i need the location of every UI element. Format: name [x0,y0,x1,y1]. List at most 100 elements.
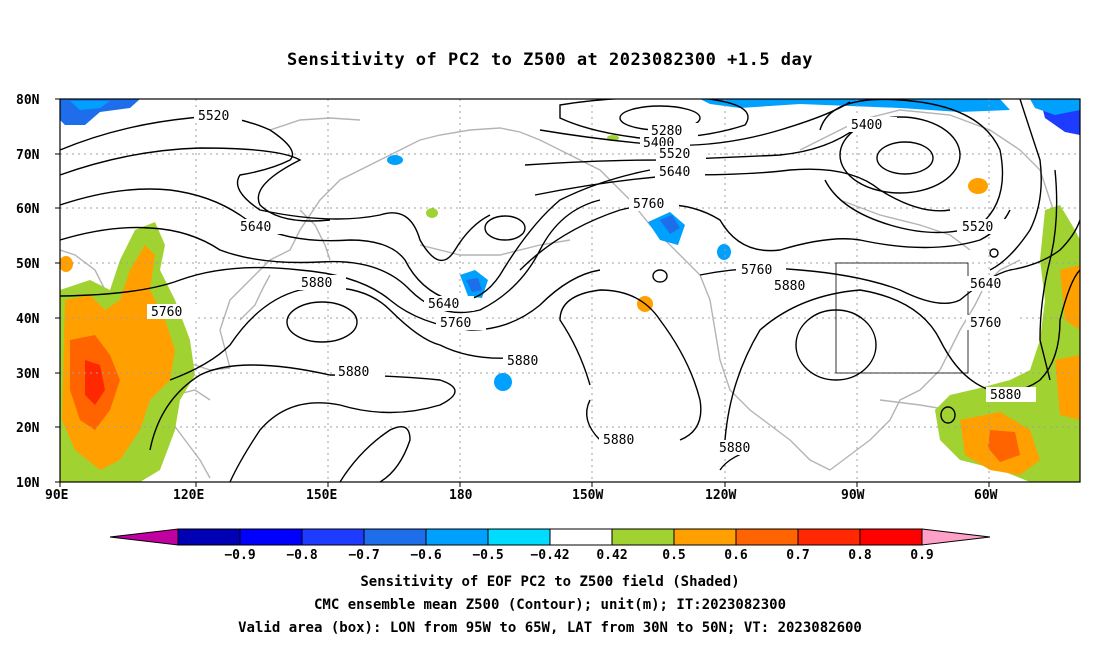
map-frame [59,98,1081,483]
contour-5640-b [60,169,651,302]
caption-line-3: Valid area (box): LON from 95W to 65W, L… [238,620,862,636]
contour-label: 5760 [436,315,486,331]
hudson-bay [839,199,971,251]
svg-text:5520: 5520 [198,109,229,124]
svg-text:5880: 5880 [301,276,332,291]
contour-5760-mid [519,203,1011,271]
map-background [60,99,1080,482]
map-title: Sensitivity of PC2 to Z500 at 2023082300… [286,50,813,70]
colorbar-label: −0.7 [348,548,379,563]
contour-label-group: 5520 5640 5760 5880 5880 5280 5400 5520 … [147,108,1036,456]
arctic-coast [359,127,561,171]
svg-text:5760: 5760 [741,263,772,278]
contour-label: 5760 [147,304,197,320]
contour-label: 5880 [599,432,649,448]
svg-text:5520: 5520 [659,147,690,162]
lat-label: 50N [16,257,40,272]
svg-text:5880: 5880 [719,441,750,456]
shade-arctic-lightblue [70,101,110,110]
lon-label: 180 [449,488,473,503]
svg-text:5880: 5880 [603,433,634,448]
contour-small-ne [989,248,999,258]
contour-label: 5880 [335,364,385,380]
contour-5760-a [60,199,601,314]
svg-text:5880: 5880 [990,388,1021,403]
colorbar-label: −0.5 [472,548,503,563]
colorbar-label: 0.42 [596,548,627,563]
contour-label: 5880 [296,275,346,291]
contour-small-pacific [652,269,668,283]
tick-marks [55,98,990,487]
coastlines [60,109,1061,479]
caption-line-1: Sensitivity of EOF PC2 to Z500 field (Sh… [360,574,740,590]
shade-spot-6 [968,178,988,194]
z500-contours [60,99,1080,482]
lat-label: 20N [16,421,40,436]
lat-label: 80N [16,93,40,108]
colorbar-box [487,528,551,546]
contour-label: 5760 [629,196,679,212]
colorbar-label: 0.8 [848,548,872,563]
svg-text:5760: 5760 [151,305,182,320]
shade-atlantic-orange-2 [1055,355,1080,420]
shade-dateline-blue-core [466,278,482,292]
contour-label: 5400 [847,117,897,133]
shade-spot-4 [387,155,403,165]
colorbar-box [735,528,799,546]
lat-label: 10N [16,476,40,491]
lon-label: 60W [974,488,998,503]
colorbar-label: −0.6 [410,548,441,563]
north-america-west-coast [559,149,831,471]
lat-label: 70N [16,148,40,163]
lat-label: 60N [16,202,40,217]
contour-low-dateline [484,215,526,241]
shade-spot-3 [494,373,512,391]
shade-asia-red [85,360,105,405]
colorbar-box [425,528,489,546]
lon-label: 150W [572,488,603,503]
contour-5520-mid [524,124,861,166]
colorbar-box [859,528,923,546]
contour-5880-east [724,269,1080,441]
colorbar-box [611,528,675,546]
contour-5640-a [60,147,331,222]
contour-5640-mid [534,168,951,212]
colorbar-box [239,528,303,546]
asia-coast-2 [219,169,361,369]
svg-text:5880: 5880 [507,354,538,369]
contour-5760-east [699,219,1080,305]
contour-low-ne-mid [839,116,961,194]
contour-label: 5520 [194,108,242,124]
contour-low-ne-inner [876,141,934,175]
contour-5880-mid [559,289,702,441]
shade-spot-7 [426,208,438,218]
contour-5640-east [989,99,1042,271]
lat-label: 30N [16,367,40,382]
shade-caribbean-dark [988,430,1020,462]
shade-northeast-light [1030,99,1080,115]
colorbar-box [673,528,737,546]
lat-label: 40N [16,312,40,327]
svg-text:5640: 5640 [659,165,690,180]
colorbar-box [797,528,861,546]
contour-label: 5520 [656,146,706,162]
contour-label: 5760 [736,262,786,278]
colorbar-box [549,528,613,546]
contour-5760-east-b [1039,169,1058,381]
lon-label: 90W [841,488,865,503]
contour-label: 5880 [503,353,553,369]
svg-text:5760: 5760 [440,316,471,331]
contour-5400-b [539,101,851,147]
colorbar-label: 0.7 [786,548,809,563]
svg-text:5760: 5760 [970,316,1001,331]
japan [239,274,271,321]
longitude-labels: 90E 120E 150E 180 150W 120W 90W 60W [45,488,998,503]
contour-label: 5880 [986,387,1036,403]
contour-label: 5640 [655,164,705,180]
contour-small-caribbean [940,406,956,424]
svg-text:5880: 5880 [338,365,369,380]
svg-text:5400: 5400 [851,118,882,133]
siberia-coast [269,117,361,131]
colorbar: −0.9 −0.8 −0.7 −0.6 −0.5 −0.42 0.42 0.5 0.6 0.7 0.… [109,528,991,563]
arctic-canada [799,109,1061,231]
